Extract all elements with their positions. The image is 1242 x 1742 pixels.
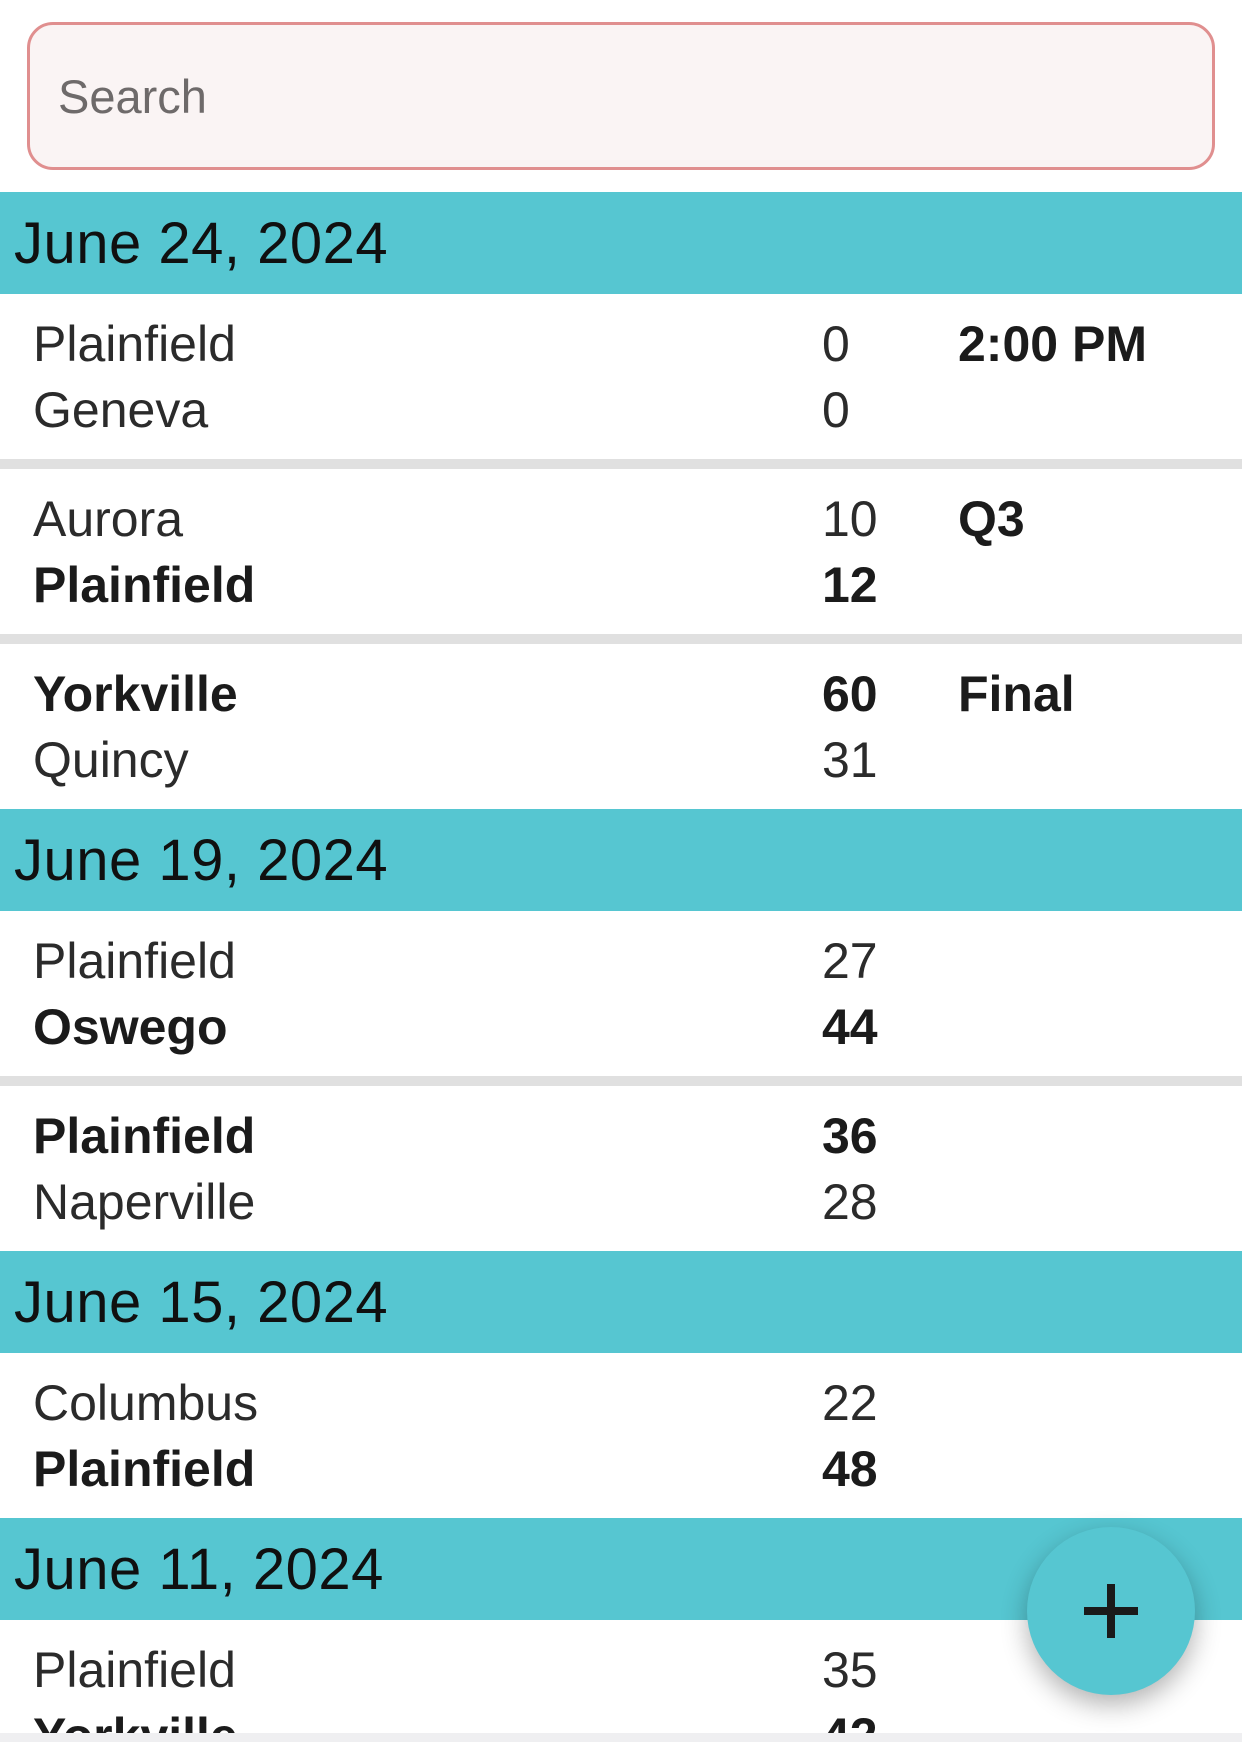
game-status: 2:00 PM <box>958 316 1147 372</box>
plus-icon <box>1084 1584 1138 1638</box>
away-team-name: Plainfield <box>33 933 236 989</box>
away-team-score: 60 <box>822 666 878 722</box>
date-games: Plainfield 0 2:00 PM Geneva 0 Aurora 10 … <box>0 294 1242 809</box>
bottom-system-strip <box>0 1733 1242 1742</box>
date-games: Columbus 22 Plainfield 48 <box>0 1353 1242 1518</box>
date-games: Plainfield 27 Oswego 44 Plainfield 36 Na… <box>0 911 1242 1251</box>
game-separator <box>0 459 1242 469</box>
date-header: June 19, 2024 <box>0 809 1242 911</box>
date-section: June 19, 2024 Plainfield 27 Oswego 44 Pl… <box>0 809 1242 1251</box>
away-team-score: 22 <box>822 1375 878 1431</box>
game-row[interactable]: Plainfield 27 Oswego 44 <box>0 911 1242 1076</box>
game-status: Final <box>958 666 1075 722</box>
game-status: Q3 <box>958 491 1025 547</box>
game-row[interactable]: Plainfield 36 Naperville 28 <box>0 1086 1242 1251</box>
game-row[interactable]: Aurora 10 Q3 Plainfield 12 <box>0 469 1242 634</box>
home-team-score: 0 <box>822 382 850 438</box>
game-separator <box>0 1076 1242 1086</box>
date-section: June 11, 2024 Plainfield 35 Yorkville 42 <box>0 1518 1242 1742</box>
away-team-name: Columbus <box>33 1375 259 1431</box>
home-team-score: 28 <box>822 1174 878 1230</box>
game-row[interactable]: Columbus 22 Plainfield 48 <box>0 1353 1242 1518</box>
date-header: June 24, 2024 <box>0 192 1242 294</box>
away-team-name: Plainfield <box>33 316 236 372</box>
home-team-name: Oswego <box>33 999 228 1055</box>
add-game-button[interactable] <box>1027 1527 1195 1695</box>
away-team-score: 35 <box>822 1642 878 1698</box>
search-input[interactable] <box>30 25 1212 167</box>
home-team-name: Geneva <box>33 382 209 438</box>
home-team-score: 48 <box>822 1441 878 1497</box>
game-row[interactable]: Yorkville 60 Final Quincy 31 <box>0 644 1242 809</box>
date-section: June 24, 2024 Plainfield 0 2:00 PM Genev… <box>0 192 1242 809</box>
game-separator <box>0 634 1242 644</box>
away-team-score: 27 <box>822 933 878 989</box>
away-team-name: Plainfield <box>33 1642 236 1698</box>
away-team-score: 36 <box>822 1108 878 1164</box>
date-games: Plainfield 35 Yorkville 42 <box>0 1620 1242 1742</box>
away-team-name: Aurora <box>33 491 184 547</box>
home-team-name: Plainfield <box>33 557 256 613</box>
away-team-score: 10 <box>822 491 878 547</box>
scores-list: June 24, 2024 Plainfield 0 2:00 PM Genev… <box>0 192 1242 1742</box>
home-team-score: 44 <box>822 999 878 1055</box>
search-bar <box>27 22 1215 170</box>
home-team-score: 12 <box>822 557 878 613</box>
game-row[interactable]: Plainfield 35 Yorkville 42 <box>0 1620 1242 1742</box>
date-section: June 15, 2024 Columbus 22 Plainfield 48 <box>0 1251 1242 1518</box>
away-team-name: Yorkville <box>33 666 238 722</box>
home-team-score: 31 <box>822 732 878 788</box>
game-row[interactable]: Plainfield 0 2:00 PM Geneva 0 <box>0 294 1242 459</box>
away-team-score: 0 <box>822 316 850 372</box>
date-header: June 11, 2024 <box>0 1518 1242 1620</box>
home-team-name: Quincy <box>33 732 189 788</box>
home-team-name: Naperville <box>33 1174 256 1230</box>
date-header: June 15, 2024 <box>0 1251 1242 1353</box>
away-team-name: Plainfield <box>33 1108 256 1164</box>
home-team-name: Plainfield <box>33 1441 256 1497</box>
